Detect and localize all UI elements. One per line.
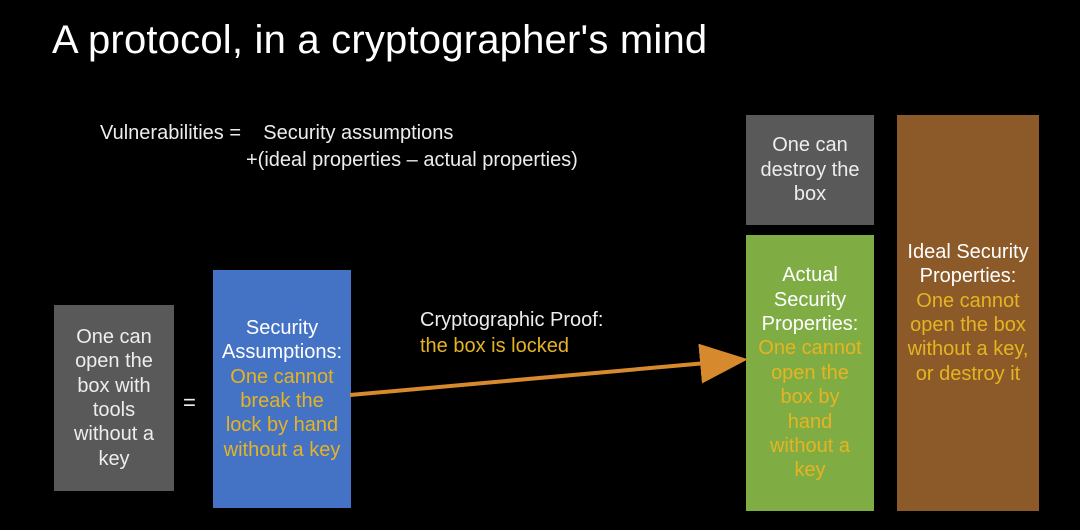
box-actual: Actual Security Properties: One cannot o… — [746, 235, 874, 511]
box-assumptions-title: Security Assumptions: — [222, 316, 342, 365]
box-actual-text: One cannot open the box by hand without … — [756, 336, 864, 482]
proof-label: Cryptographic Proof: the box is locked — [420, 307, 603, 359]
proof-title: Cryptographic Proof: — [420, 307, 603, 333]
box-destroy: One can destroy the box — [746, 115, 874, 225]
box-actual-title: Actual Security Properties: — [756, 263, 864, 336]
slide-title: A protocol, in a cryptographer's mind — [52, 18, 707, 63]
box-assumptions-text: One cannot break the lock by hand withou… — [223, 365, 341, 463]
box-ideal: Ideal Security Properties: One cannot op… — [897, 115, 1039, 511]
vulnerabilities-formula: Vulnerabilities = Security assumptions +… — [100, 120, 578, 174]
equals-sign: = — [183, 390, 196, 416]
box-tools-text: One can open the box with tools without … — [64, 325, 164, 471]
box-ideal-text: One cannot open the box without a key, o… — [907, 289, 1029, 387]
box-destroy-text: One can destroy the box — [756, 133, 864, 206]
box-ideal-title: Ideal Security Properties: — [907, 240, 1029, 289]
box-tools: One can open the box with tools without … — [54, 305, 174, 491]
formula-r1: Security assumptions — [263, 122, 453, 144]
box-assumptions: Security Assumptions: One cannot break t… — [213, 270, 351, 508]
proof-text: the box is locked — [420, 333, 603, 359]
formula-r2: +(ideal properties – actual properties) — [100, 147, 578, 174]
formula-lhs: Vulnerabilities = — [100, 122, 241, 144]
